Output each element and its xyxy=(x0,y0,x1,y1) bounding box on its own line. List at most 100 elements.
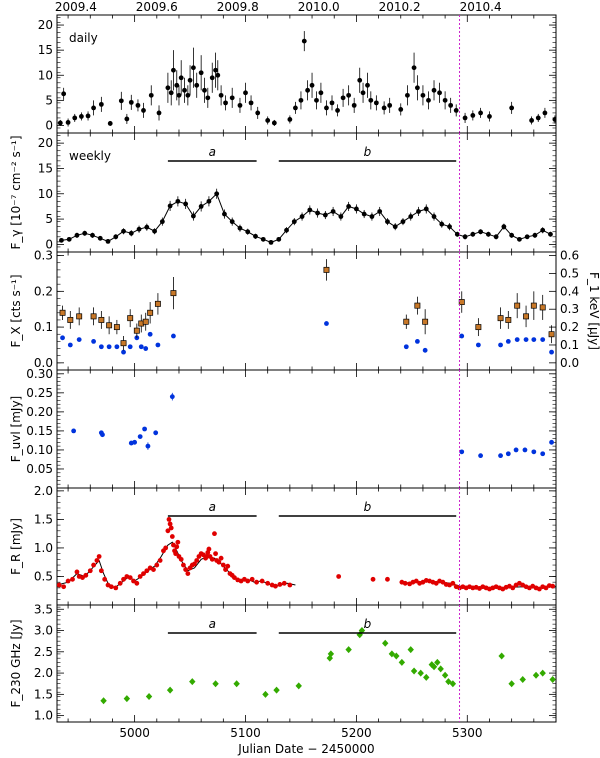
data-point xyxy=(287,117,293,122)
data-point xyxy=(370,576,376,582)
data-point xyxy=(271,120,277,126)
data-point xyxy=(127,575,133,581)
data-point xyxy=(57,120,63,126)
data-point xyxy=(291,219,297,225)
panel-frame xyxy=(56,14,557,134)
data-point xyxy=(509,232,515,238)
panel-frame xyxy=(56,369,557,489)
data-point xyxy=(501,224,507,230)
y-tick-label: 0.05 xyxy=(26,462,53,476)
x-tick-label: 5100 xyxy=(230,726,261,740)
y-tick-label: 2.0 xyxy=(34,484,53,498)
plot-area xyxy=(100,627,556,705)
y-tick-label: 0.5 xyxy=(34,569,53,583)
data-point xyxy=(190,65,196,71)
data-point xyxy=(423,206,429,212)
data-point xyxy=(265,118,271,123)
data-point xyxy=(273,583,278,589)
data-point xyxy=(198,204,204,209)
data-point xyxy=(268,239,274,245)
data-point xyxy=(175,539,181,545)
data-point xyxy=(94,558,100,563)
data-point xyxy=(381,105,387,111)
data-point xyxy=(90,313,97,320)
data-point xyxy=(190,213,196,219)
data-point xyxy=(357,77,363,83)
data-point xyxy=(517,236,522,242)
data-point xyxy=(358,627,366,635)
data-point xyxy=(145,692,153,700)
data-point xyxy=(431,214,437,219)
data-point xyxy=(398,107,404,112)
data-point xyxy=(106,344,112,350)
data-point xyxy=(315,210,320,216)
data-point xyxy=(202,87,207,93)
data-point xyxy=(539,669,546,677)
data-point xyxy=(178,75,184,81)
data-point xyxy=(402,580,408,586)
data-point xyxy=(377,209,383,214)
data-point xyxy=(166,686,174,694)
panel-xray: 0.0 0.1 0.2 0.3 0.0 0.1 0.2 0.3 0.4 0.5 0.6 F_1 keV… xyxy=(9,249,600,371)
data-point xyxy=(498,453,503,459)
data-point xyxy=(340,95,346,101)
data-point xyxy=(61,584,67,590)
y-tick-label: 20 xyxy=(38,18,53,32)
data-point xyxy=(403,318,410,325)
data-point xyxy=(87,568,93,574)
data-point xyxy=(174,544,180,550)
data-point xyxy=(118,98,124,104)
data-point xyxy=(215,72,221,78)
data-point xyxy=(90,232,95,238)
y-tick-label: 1.0 xyxy=(34,541,53,555)
data-point xyxy=(220,562,226,568)
data-point xyxy=(449,680,457,688)
data-point xyxy=(153,430,159,436)
data-point xyxy=(117,580,123,586)
top-axis-tick-label: 2010.4 xyxy=(460,0,502,14)
panel-uv: 0.05 0.10 0.15 0.20 0.25 0.30 F_uvl [mJy] xyxy=(9,367,557,489)
plot-area xyxy=(59,259,555,355)
data-point xyxy=(144,224,150,230)
data-point xyxy=(426,97,431,103)
plot-area xyxy=(59,188,553,245)
data-point xyxy=(141,571,146,577)
data-point xyxy=(165,528,171,534)
data-point xyxy=(430,663,438,671)
data-point xyxy=(531,337,537,343)
data-point xyxy=(91,105,96,111)
data-point xyxy=(535,115,541,121)
data-point xyxy=(209,556,215,562)
x-tick-label: 5200 xyxy=(341,726,372,740)
y-tick-label: 5 xyxy=(45,212,53,226)
data-point xyxy=(514,337,520,343)
data-point xyxy=(214,191,220,197)
y-tick-label: 0.20 xyxy=(26,405,53,419)
data-point xyxy=(85,113,91,119)
data-point xyxy=(152,228,157,234)
data-point xyxy=(156,110,162,116)
y-tick-label: 5 xyxy=(45,93,53,107)
data-point xyxy=(254,579,259,585)
data-point xyxy=(400,219,406,225)
data-point xyxy=(135,102,141,108)
data-point xyxy=(183,567,189,573)
y-tick-label: 0 xyxy=(45,118,53,132)
data-point xyxy=(128,230,134,236)
data-point xyxy=(159,219,165,225)
data-point xyxy=(145,443,151,449)
data-point xyxy=(493,234,499,240)
y-tick-label: 20 xyxy=(38,136,53,150)
data-point xyxy=(505,316,512,323)
y-axis-label: F_uvl [mJy] xyxy=(9,396,23,462)
data-point xyxy=(65,578,71,584)
data-point xyxy=(147,309,154,316)
data-point xyxy=(309,82,315,88)
data-point xyxy=(548,331,555,338)
data-point xyxy=(422,347,428,353)
data-point xyxy=(346,204,352,209)
data-point xyxy=(128,99,134,105)
data-point xyxy=(284,227,289,233)
top-axis-tick-label: 2010.2 xyxy=(379,0,421,14)
